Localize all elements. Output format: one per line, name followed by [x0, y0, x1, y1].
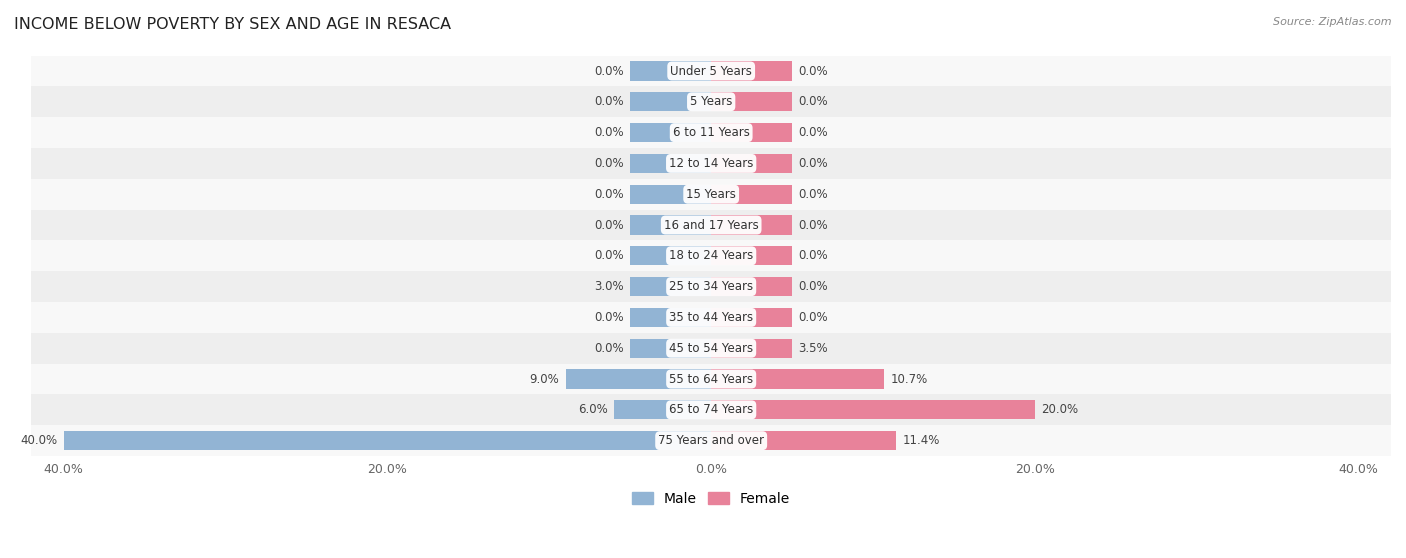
Text: 18 to 24 Years: 18 to 24 Years: [669, 249, 754, 262]
Bar: [565, 369, 711, 388]
Text: 65 to 74 Years: 65 to 74 Years: [669, 403, 754, 416]
Bar: [15, 364, 1406, 395]
Text: INCOME BELOW POVERTY BY SEX AND AGE IN RESACA: INCOME BELOW POVERTY BY SEX AND AGE IN R…: [14, 17, 451, 32]
Bar: [630, 308, 711, 327]
Bar: [630, 92, 711, 112]
Text: 9.0%: 9.0%: [529, 373, 560, 386]
Bar: [15, 117, 1406, 148]
Bar: [63, 431, 711, 450]
Bar: [711, 277, 792, 296]
Bar: [630, 215, 711, 234]
Text: 0.0%: 0.0%: [595, 65, 624, 78]
Bar: [15, 240, 1406, 271]
Bar: [630, 339, 711, 358]
Text: 3.0%: 3.0%: [595, 280, 624, 293]
Text: 12 to 14 Years: 12 to 14 Years: [669, 157, 754, 170]
Text: 0.0%: 0.0%: [799, 126, 828, 139]
Text: 16 and 17 Years: 16 and 17 Years: [664, 219, 759, 232]
Text: 0.0%: 0.0%: [799, 219, 828, 232]
Bar: [630, 61, 711, 80]
Text: 0.0%: 0.0%: [799, 157, 828, 170]
Text: 6 to 11 Years: 6 to 11 Years: [672, 126, 749, 139]
Text: 0.0%: 0.0%: [595, 341, 624, 355]
Bar: [15, 271, 1406, 302]
Text: 0.0%: 0.0%: [595, 157, 624, 170]
Text: 0.0%: 0.0%: [799, 65, 828, 78]
Text: 75 Years and over: 75 Years and over: [658, 434, 765, 447]
Bar: [614, 400, 711, 420]
Bar: [630, 185, 711, 204]
Bar: [15, 333, 1406, 364]
Bar: [630, 154, 711, 173]
Bar: [15, 425, 1406, 456]
Text: 0.0%: 0.0%: [595, 126, 624, 139]
Bar: [630, 277, 711, 296]
Text: 0.0%: 0.0%: [595, 95, 624, 108]
Bar: [630, 246, 711, 266]
Text: 0.0%: 0.0%: [595, 219, 624, 232]
Bar: [711, 61, 792, 80]
Text: 0.0%: 0.0%: [799, 311, 828, 324]
Text: 0.0%: 0.0%: [595, 311, 624, 324]
Bar: [711, 400, 1035, 420]
Bar: [15, 86, 1406, 117]
Text: 0.0%: 0.0%: [799, 187, 828, 201]
Text: Under 5 Years: Under 5 Years: [671, 65, 752, 78]
Legend: Male, Female: Male, Female: [627, 486, 796, 511]
Text: 35 to 44 Years: 35 to 44 Years: [669, 311, 754, 324]
Text: 20.0%: 20.0%: [1042, 403, 1078, 416]
Text: 6.0%: 6.0%: [578, 403, 607, 416]
Text: 11.4%: 11.4%: [903, 434, 939, 447]
Text: 40.0%: 40.0%: [20, 434, 58, 447]
Text: 15 Years: 15 Years: [686, 187, 737, 201]
Bar: [711, 215, 792, 234]
Text: 0.0%: 0.0%: [799, 95, 828, 108]
Bar: [15, 210, 1406, 240]
Text: 0.0%: 0.0%: [595, 187, 624, 201]
Text: 0.0%: 0.0%: [799, 280, 828, 293]
Bar: [711, 246, 792, 266]
Text: 0.0%: 0.0%: [595, 249, 624, 262]
Bar: [630, 123, 711, 142]
Bar: [711, 185, 792, 204]
Bar: [711, 369, 884, 388]
Text: 55 to 64 Years: 55 to 64 Years: [669, 373, 754, 386]
Bar: [15, 56, 1406, 86]
Bar: [15, 148, 1406, 179]
Text: 5 Years: 5 Years: [690, 95, 733, 108]
Text: 0.0%: 0.0%: [799, 249, 828, 262]
Text: 3.5%: 3.5%: [799, 341, 828, 355]
Bar: [711, 92, 792, 112]
Bar: [15, 395, 1406, 425]
Bar: [15, 179, 1406, 210]
Bar: [711, 123, 792, 142]
Bar: [15, 302, 1406, 333]
Bar: [711, 308, 792, 327]
Bar: [711, 339, 792, 358]
Bar: [711, 431, 896, 450]
Text: 25 to 34 Years: 25 to 34 Years: [669, 280, 754, 293]
Bar: [711, 154, 792, 173]
Text: 45 to 54 Years: 45 to 54 Years: [669, 341, 754, 355]
Text: Source: ZipAtlas.com: Source: ZipAtlas.com: [1274, 17, 1392, 27]
Text: 10.7%: 10.7%: [891, 373, 928, 386]
